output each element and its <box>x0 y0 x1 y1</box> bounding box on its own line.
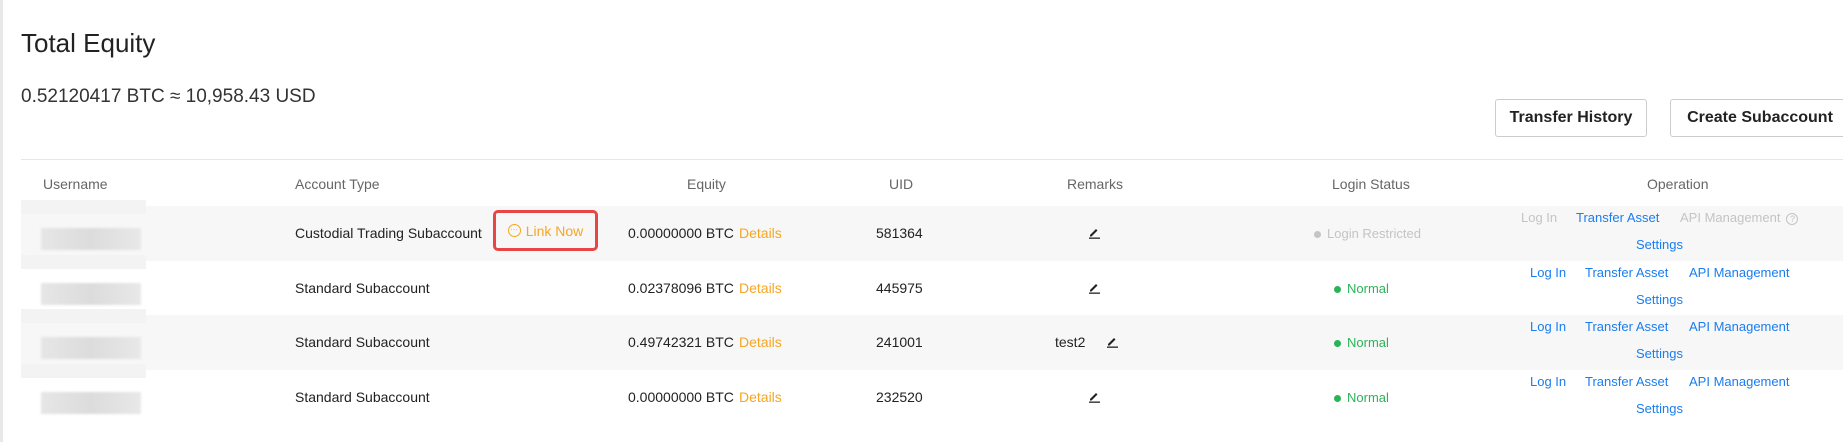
username-redacted-top <box>21 364 146 378</box>
log-in-link: Log In <box>1521 210 1558 225</box>
api-management-link: API Management? <box>1680 210 1799 225</box>
column-header-equity: Equity <box>687 176 726 192</box>
left-border <box>0 0 3 442</box>
edit-remarks-icon[interactable] <box>1087 389 1101 403</box>
login-status: Normal <box>1334 281 1389 296</box>
edit-remarks-icon[interactable] <box>1087 280 1101 294</box>
table-row: Standard Subaccount 0.02378096 BTC Detai… <box>21 255 1843 316</box>
table-row: Custodial Trading Subaccount ··· Link Now… <box>21 200 1843 261</box>
account-type: Standard Subaccount <box>295 389 430 405</box>
username-redacted-top <box>21 309 146 323</box>
status-dot <box>1334 286 1341 294</box>
login-status: Login Restricted <box>1314 226 1421 241</box>
settings-link[interactable]: Settings <box>1636 346 1683 361</box>
api-management-link[interactable]: API Management <box>1689 374 1789 389</box>
more-circle-icon: ··· <box>507 224 521 237</box>
details-link[interactable]: Details <box>739 225 782 241</box>
login-status-label: Normal <box>1347 335 1389 350</box>
column-header-login-status: Login Status <box>1332 176 1410 192</box>
link-now-button[interactable]: ··· Link Now <box>493 210 598 251</box>
username-redacted <box>41 337 141 359</box>
uid-value: 581364 <box>876 225 923 241</box>
api-management-link[interactable]: API Management <box>1689 265 1789 280</box>
username-redacted <box>41 392 141 414</box>
api-management-label: API Management <box>1689 319 1790 334</box>
equity-value: 0.00000000 BTC <box>628 389 734 405</box>
create-subaccount-button[interactable]: Create Subaccount <box>1670 99 1843 137</box>
transfer-history-button[interactable]: Transfer History <box>1495 99 1647 137</box>
edit-remarks-icon[interactable] <box>1105 334 1119 348</box>
settings-link[interactable]: Settings <box>1636 401 1683 416</box>
status-dot <box>1334 340 1341 348</box>
column-header-uid: UID <box>889 176 914 192</box>
api-management-label: API Management <box>1689 265 1790 280</box>
details-link[interactable]: Details <box>739 389 782 405</box>
edit-remarks-icon[interactable] <box>1087 225 1101 239</box>
log-in-link[interactable]: Log In <box>1530 265 1567 280</box>
link-now-label: Link Now <box>525 222 584 239</box>
equity-value: 0.02378096 BTC <box>628 280 734 296</box>
page-title: Total Equity <box>21 28 156 58</box>
account-type: Standard Subaccount <box>295 280 430 296</box>
help-icon[interactable]: ? <box>1786 213 1799 225</box>
login-status-label: Normal <box>1347 390 1389 405</box>
login-status: Normal <box>1334 390 1389 405</box>
log-in-link[interactable]: Log In <box>1530 374 1567 389</box>
api-management-link[interactable]: API Management <box>1689 319 1789 334</box>
details-link[interactable]: Details <box>739 334 782 350</box>
account-type: Custodial Trading Subaccount <box>295 225 482 241</box>
login-status-label: Login Restricted <box>1327 226 1421 241</box>
column-header-username: Username <box>43 176 108 192</box>
equity-value: 0.00000000 BTC <box>628 225 734 241</box>
status-dot <box>1314 231 1321 239</box>
username-redacted-top <box>21 255 146 269</box>
transfer-asset-link[interactable]: Transfer Asset <box>1585 265 1669 280</box>
username-redacted <box>41 228 141 250</box>
remarks-value: test2 <box>1055 334 1086 350</box>
api-management-label: API Management <box>1689 374 1790 389</box>
username-redacted <box>41 283 141 305</box>
divider <box>21 159 1843 160</box>
equity-value: 0.49742321 BTC <box>628 334 734 350</box>
username-redacted-top <box>21 200 146 214</box>
transfer-asset-link[interactable]: Transfer Asset <box>1585 319 1669 334</box>
uid-value: 241001 <box>876 334 923 350</box>
total-equity-value: 0.52120417 BTC ≈ 10,958.43 USD <box>21 86 316 107</box>
settings-link[interactable]: Settings <box>1636 292 1683 307</box>
uid-value: 445975 <box>876 280 923 296</box>
uid-value: 232520 <box>876 389 923 405</box>
status-dot <box>1334 395 1341 403</box>
transfer-asset-link[interactable]: Transfer Asset <box>1585 374 1669 389</box>
table-row: Standard Subaccount 0.00000000 BTC Detai… <box>21 364 1843 425</box>
account-type: Standard Subaccount <box>295 334 430 350</box>
log-in-link[interactable]: Log In <box>1530 319 1567 334</box>
settings-link[interactable]: Settings <box>1636 237 1683 252</box>
login-status: Normal <box>1334 335 1389 350</box>
api-management-label: API Management <box>1680 210 1781 225</box>
column-header-remarks: Remarks <box>1067 176 1124 192</box>
details-link[interactable]: Details <box>739 280 782 296</box>
transfer-asset-link[interactable]: Transfer Asset <box>1576 210 1660 225</box>
column-header-operation: Operation <box>1647 176 1709 192</box>
column-header-account-type: Account Type <box>295 176 380 192</box>
table-row: Standard Subaccount 0.49742321 BTC Detai… <box>21 309 1843 370</box>
login-status-label: Normal <box>1347 281 1389 296</box>
